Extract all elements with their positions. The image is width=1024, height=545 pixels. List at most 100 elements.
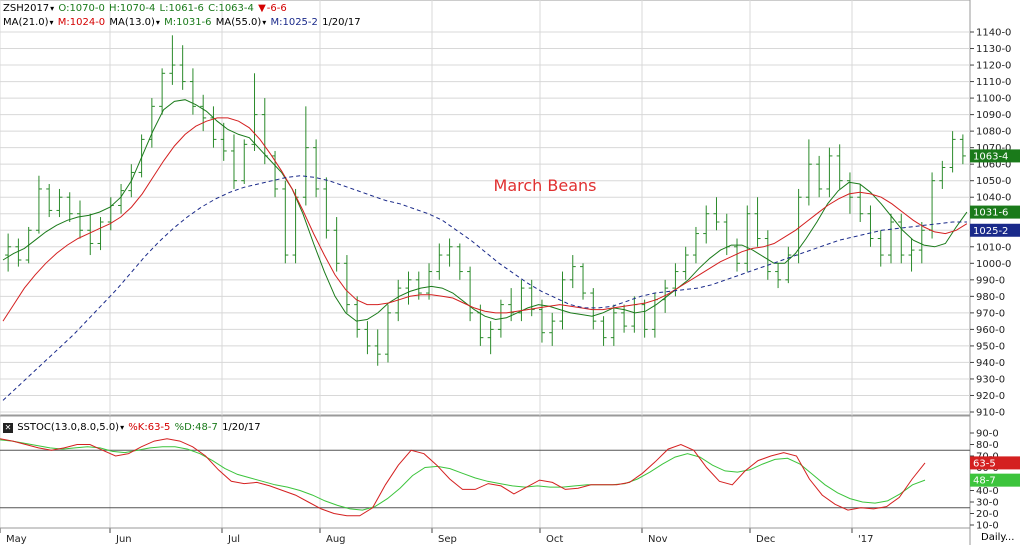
price-bar xyxy=(929,172,936,239)
ma13-label[interactable]: MA(13.0) xyxy=(109,17,155,28)
price-bar xyxy=(631,296,638,333)
ma13-value: M:1031-6 xyxy=(164,17,212,28)
ma55-label[interactable]: MA(55.0) xyxy=(215,17,262,28)
stochastic-lines xyxy=(0,438,926,517)
price-bar xyxy=(302,106,309,206)
price-bar xyxy=(590,288,597,330)
price-bar xyxy=(230,134,237,189)
price-bar xyxy=(713,197,720,231)
price-bar xyxy=(272,150,279,198)
price-bar xyxy=(949,131,956,173)
price-bar xyxy=(159,68,166,115)
price-bar xyxy=(764,230,771,280)
stoch-d-flag: 48-7 xyxy=(970,473,1020,487)
price-bar xyxy=(918,222,925,264)
price-bar xyxy=(282,180,289,264)
price-bar xyxy=(251,73,258,151)
price-bar xyxy=(877,230,884,267)
month-label: Jun xyxy=(115,534,132,545)
quote-header: ZSH2017▾ O:1070-0 H:1070-4 L:1061-6 C:10… xyxy=(3,2,288,15)
price-tick-label: 1140-0 xyxy=(976,28,1011,39)
symbol-dropdown-icon[interactable]: ▾ xyxy=(50,4,55,13)
ma21-label[interactable]: MA(21.0) xyxy=(3,17,49,28)
stoch-k-flag-text: 63-5 xyxy=(973,458,996,469)
price-tick-label: 950-0 xyxy=(976,341,1005,352)
stoch-tick-label: 20-0 xyxy=(976,509,999,520)
price-bar xyxy=(189,68,196,115)
indicator-header: MA(21.0)▾ M:1024-0 MA(13.0)▾ M:1031-6 MA… xyxy=(3,16,362,29)
price-tick-label: 930-0 xyxy=(976,374,1005,385)
close-flag-text: 1063-4 xyxy=(973,151,1008,162)
moving-average-lines xyxy=(2,99,968,401)
close-flag-box xyxy=(970,149,1020,163)
price-tick-label: 920-0 xyxy=(976,391,1005,402)
price-bar xyxy=(76,200,83,239)
ma21-dropdown-icon[interactable]: ▾ xyxy=(49,18,54,27)
date-axis: May Jun Jul Aug Sep Oct Nov Dec '17 xyxy=(0,527,970,545)
price-bar xyxy=(538,299,545,343)
price-bar xyxy=(118,184,125,214)
price-bar xyxy=(426,263,433,300)
stoch-d-line xyxy=(0,439,926,511)
price-tick-label: 1070-0 xyxy=(976,143,1011,154)
price-bar xyxy=(744,205,751,272)
ma55-line xyxy=(2,175,967,401)
price-bar xyxy=(364,321,371,355)
price-bar xyxy=(826,147,833,198)
price-bar xyxy=(528,279,535,317)
price-bar xyxy=(775,263,782,289)
stoch-tick-label: 10-0 xyxy=(976,521,999,532)
stoch-k-flag: 63-5 xyxy=(970,456,1020,470)
price-bar xyxy=(959,134,966,165)
price-bar xyxy=(898,213,905,264)
month-label: Nov xyxy=(648,534,668,545)
price-bar xyxy=(46,184,53,218)
price-bar xyxy=(456,243,463,280)
symbol-label[interactable]: ZSH2017 xyxy=(3,3,50,14)
price-tick-label: 1060-0 xyxy=(976,160,1011,171)
price-bar xyxy=(734,238,741,272)
ma13-dropdown-icon[interactable]: ▾ xyxy=(155,18,160,27)
ma21-line xyxy=(2,117,968,322)
stoch-tick-label: 90-0 xyxy=(976,429,999,440)
price-tick-label: 1000-0 xyxy=(976,259,1011,270)
ma55-dropdown-icon[interactable]: ▾ xyxy=(262,18,267,27)
stoch-d-flag-box xyxy=(970,473,1020,487)
price-bar xyxy=(220,122,227,161)
stoch-tick-label: 40-0 xyxy=(976,486,999,497)
price-tick-label: 980-0 xyxy=(976,292,1005,303)
price-tick-label: 1130-0 xyxy=(976,44,1011,55)
price-bar xyxy=(857,184,864,222)
periodicity-button[interactable]: Daily... xyxy=(981,532,1015,543)
price-tick-label: 1040-0 xyxy=(976,193,1011,204)
price-bar xyxy=(210,106,217,148)
ma13-flag-text: 1031-6 xyxy=(973,208,1008,219)
ma21-value: M:1024-0 xyxy=(57,17,106,28)
stoch-tick-label: 30-0 xyxy=(976,498,999,509)
price-tick-label: 970-0 xyxy=(976,308,1005,319)
stoch-dropdown-icon[interactable]: ▾ xyxy=(120,423,125,432)
price-bar xyxy=(682,246,689,280)
ma13-flag-box xyxy=(970,205,1020,219)
stoch-date: 1/20/17 xyxy=(222,422,261,433)
change-value: -6-6 xyxy=(266,3,287,14)
close-panel-icon[interactable]: ✕ xyxy=(3,423,13,433)
ma55-flag-box xyxy=(970,223,1020,237)
ma55-value: M:1025-2 xyxy=(270,17,318,28)
price-bar xyxy=(610,304,617,346)
month-label: May xyxy=(6,534,27,545)
price-bar xyxy=(559,271,566,330)
price-bar xyxy=(384,304,391,363)
stoch-label[interactable]: SSTOC(13.0,8.0,5.0) xyxy=(17,422,120,433)
price-bar xyxy=(148,98,155,148)
price-bar xyxy=(241,139,248,184)
price-bar xyxy=(200,94,207,132)
price-bar xyxy=(580,263,587,300)
month-label: Jul xyxy=(227,534,240,545)
stoch-header: ✕ SSTOC(13.0,8.0,5.0)▾ %K:63-5 %D:48-7 1… xyxy=(3,421,262,434)
price-bar xyxy=(641,299,648,338)
price-bar xyxy=(97,217,104,251)
price-bar xyxy=(66,192,73,222)
stoch-k-flag-box xyxy=(970,456,1020,470)
